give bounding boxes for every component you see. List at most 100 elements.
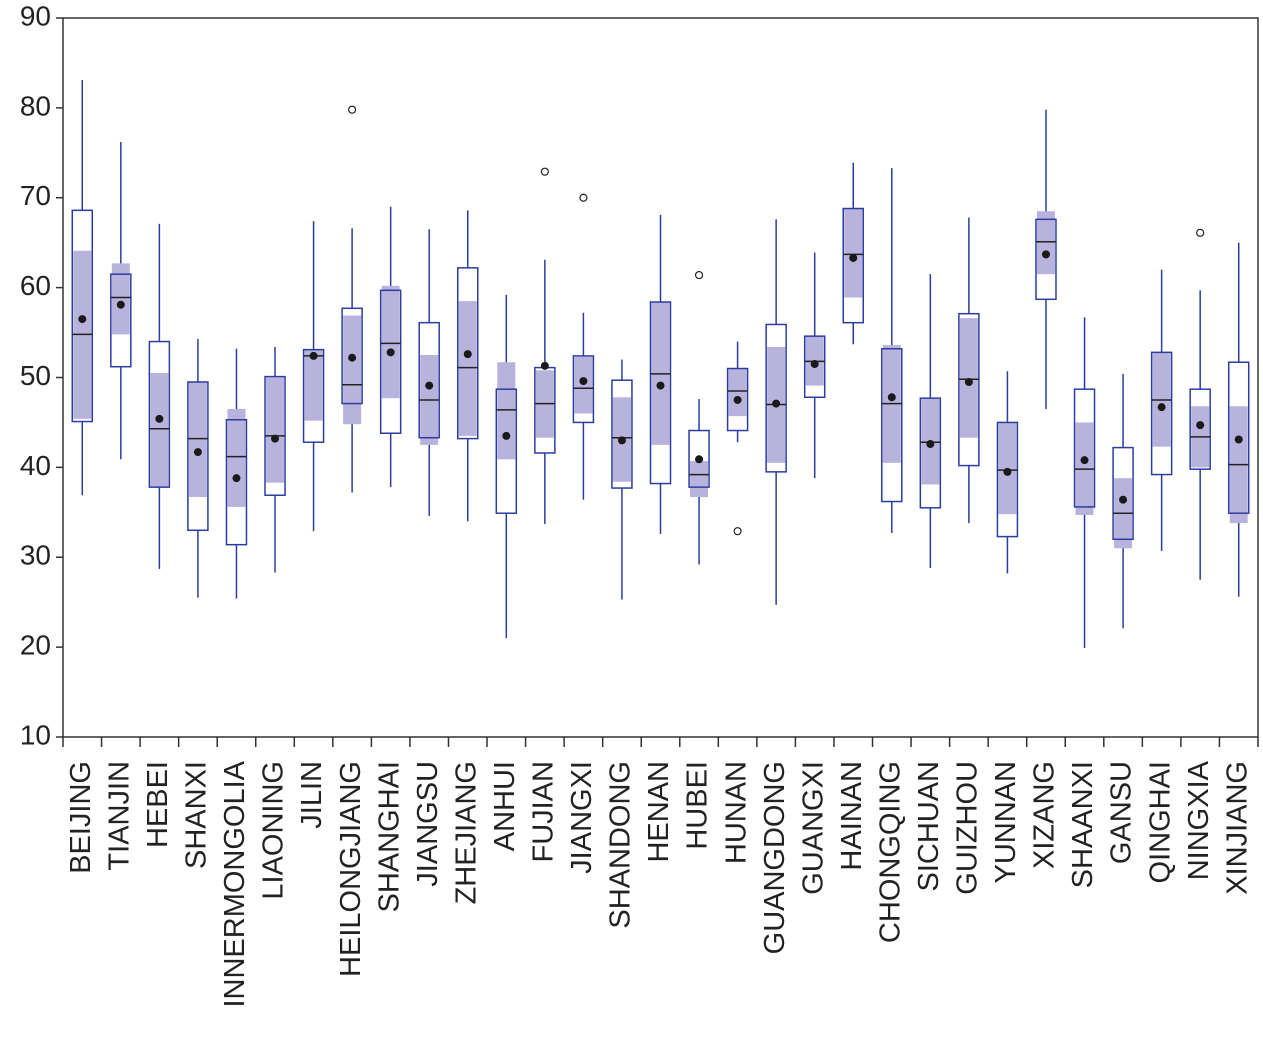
x-tick-label: GUIZHOU — [952, 761, 984, 895]
x-tick-label: JILIN — [296, 761, 328, 829]
mean — [926, 440, 935, 449]
x-tick-label: ZHEJIANG — [450, 761, 482, 904]
box — [379, 289, 402, 434]
x-tick-label: SHANGHAI — [373, 761, 405, 912]
mean — [309, 351, 318, 360]
median-ci — [844, 208, 863, 298]
mean — [232, 474, 241, 483]
box — [881, 347, 903, 503]
y-tick-label: 40 — [20, 450, 51, 481]
x-tick-label: SICHUAN — [913, 761, 945, 892]
median-ci — [111, 263, 130, 335]
box — [457, 267, 479, 440]
x-tick-label: JIANGXI — [566, 761, 598, 874]
median-ci — [343, 315, 362, 425]
box — [765, 323, 787, 473]
median-ci — [227, 408, 246, 507]
mean — [579, 377, 588, 386]
box — [110, 273, 132, 368]
mean — [425, 381, 434, 390]
box — [1150, 351, 1173, 476]
mean — [463, 350, 472, 359]
x-tick-label: HENAN — [643, 761, 675, 863]
x-tick-label: LIAONING — [258, 761, 290, 900]
outlier — [1196, 228, 1205, 237]
box — [919, 397, 942, 509]
mean — [810, 360, 819, 369]
mean — [193, 448, 202, 457]
outlier — [694, 270, 704, 280]
mean — [1196, 421, 1205, 430]
box — [649, 301, 672, 485]
box — [726, 367, 749, 432]
mean — [656, 381, 665, 390]
x-tick-label: HEILONGJIANG — [335, 761, 367, 977]
mean — [540, 361, 549, 370]
mean — [271, 434, 280, 443]
y-tick-label: 30 — [20, 540, 51, 571]
x-tick-label: GUANGXI — [797, 761, 829, 895]
outlier — [348, 105, 357, 114]
box — [418, 321, 440, 439]
median-ci — [150, 373, 169, 488]
x-tick-label: XIZANG — [1029, 761, 1061, 869]
x-tick-label: HUNAN — [720, 761, 752, 864]
y-tick-label: 10 — [20, 719, 51, 750]
x-tick-label: SHANXI — [181, 761, 213, 869]
box — [1073, 388, 1096, 508]
mean — [1080, 456, 1089, 465]
x-tick-label: XINJIANG — [1221, 761, 1253, 895]
median-ci — [304, 349, 323, 421]
mean — [695, 455, 704, 464]
x-tick-label: FUJIAN — [528, 761, 560, 863]
x-tick-label: YUNNAN — [990, 761, 1022, 883]
y-tick-label: 20 — [20, 630, 51, 661]
mean — [78, 315, 87, 324]
mean — [772, 399, 781, 408]
box — [688, 429, 710, 488]
x-tick-label: HUBEI — [682, 761, 714, 850]
box — [1035, 218, 1057, 301]
x-tick-label: JIANGSU — [412, 761, 444, 887]
y-tick-label: 70 — [20, 180, 51, 211]
median-ci — [458, 301, 477, 436]
box — [71, 209, 94, 423]
mean — [617, 436, 626, 445]
mean — [1234, 435, 1243, 444]
box — [225, 418, 248, 546]
mean — [887, 393, 896, 402]
mean — [502, 431, 511, 440]
median-ci — [690, 461, 709, 498]
box — [1112, 446, 1134, 541]
x-tick-label: CHONGQING — [874, 761, 906, 943]
x-tick-label: ANHUI — [489, 761, 521, 851]
outlier — [733, 527, 742, 536]
mean — [733, 395, 742, 404]
mean — [1003, 467, 1012, 476]
box — [341, 307, 363, 405]
box — [803, 335, 826, 399]
outlier — [579, 193, 588, 202]
box — [148, 340, 171, 488]
median-ci — [266, 377, 285, 483]
x-tick-label: NINGXIA — [1183, 760, 1215, 880]
x-tick-label: QINGHAI — [1144, 761, 1176, 883]
x-tick-label: GUANGDONG — [759, 761, 791, 954]
y-tick-label: 80 — [20, 90, 51, 121]
mean — [964, 377, 973, 386]
median-ci — [959, 318, 978, 438]
box — [611, 379, 633, 489]
box — [495, 388, 518, 514]
x-tick-label: BEIJING — [65, 761, 97, 874]
x-tick-label: TIANJIN — [103, 761, 135, 871]
mean — [348, 353, 357, 362]
box — [187, 381, 209, 532]
x-tick-label: INNERMONGOLIA — [219, 760, 251, 1007]
median-ci — [497, 362, 516, 460]
mean — [1119, 495, 1128, 504]
x-tick-label: SHAANXI — [1067, 761, 1099, 888]
median-ci — [381, 285, 400, 399]
x-tick-label: SHANDONG — [605, 761, 637, 929]
